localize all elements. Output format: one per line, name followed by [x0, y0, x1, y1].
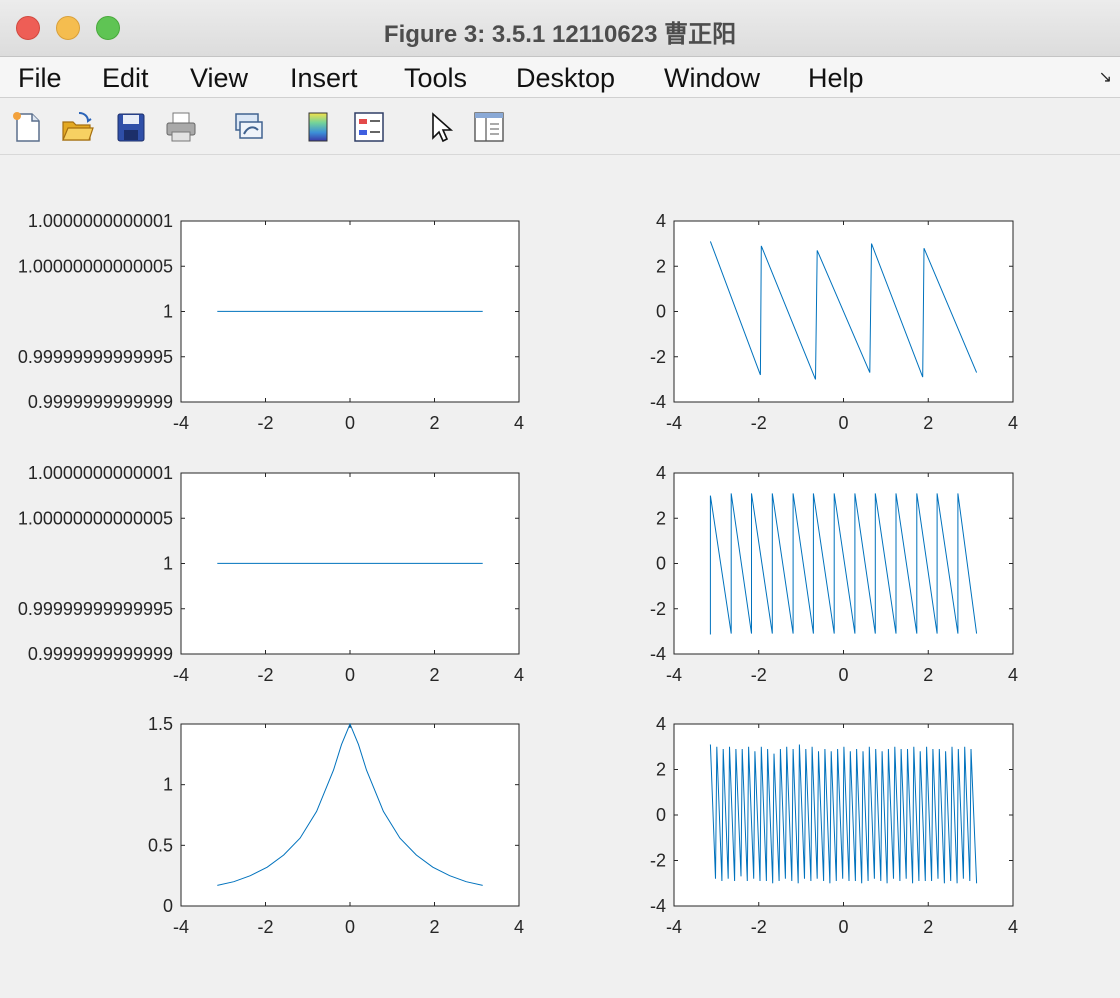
- x-tick-label: 2: [429, 413, 439, 433]
- dock-arrow-icon[interactable]: ↘: [1098, 69, 1112, 86]
- toolbar: [0, 98, 1120, 155]
- x-tick-label: -4: [173, 413, 189, 433]
- y-tick-label: -2: [650, 851, 666, 871]
- y-tick-label: 0.5: [148, 835, 173, 855]
- y-tick-label: 2: [656, 760, 666, 780]
- menu-insert[interactable]: Insert: [290, 63, 358, 93]
- minimize-window-button[interactable]: [56, 16, 80, 40]
- subplot-row2-right[interactable]: -4 -2 0 2 4 -4 -2 0 2 4: [650, 463, 1018, 685]
- menu-tools[interactable]: Tools: [404, 63, 468, 93]
- y-tick-label: 1: [163, 302, 173, 322]
- x-tick-label: -2: [257, 917, 273, 937]
- y-tick-label: 4: [656, 714, 666, 734]
- x-tick-label: -4: [666, 413, 682, 433]
- x-tick-label: -4: [666, 917, 682, 937]
- x-tick-label: 4: [1008, 413, 1018, 433]
- y-tick-label: 2: [656, 256, 666, 276]
- x-tick-label: 0: [838, 917, 848, 937]
- x-tick-label: 4: [514, 917, 524, 937]
- x-tick-label: -2: [257, 665, 273, 685]
- title-bar[interactable]: Figure 3: 3.5.1 12110623 曹正阳: [0, 0, 1120, 57]
- menu-file[interactable]: File: [18, 63, 62, 93]
- new-figure-icon[interactable]: [10, 110, 44, 144]
- subplot-row2-left[interactable]: -4 -2 0 2 4 0.9999999999999 0.99999999999995 1 1…: [18, 463, 524, 685]
- y-tick-label: 1.00000000000005: [18, 508, 173, 528]
- x-tick-label: 0: [838, 413, 848, 433]
- x-tick-label: -4: [173, 917, 189, 937]
- x-tick-label: 0: [345, 917, 355, 937]
- x-tick-label: 4: [514, 665, 524, 685]
- x-tick-label: 4: [1008, 665, 1018, 685]
- y-tick-label: 1.5: [148, 714, 173, 734]
- window-title: Figure 3: 3.5.1 12110623 曹正阳: [383, 21, 737, 48]
- x-tick-label: 0: [345, 665, 355, 685]
- y-tick-label: 4: [656, 463, 666, 483]
- x-tick-label: 0: [345, 413, 355, 433]
- y-tick-label: 0.99999999999995: [18, 599, 173, 619]
- x-tick-label: 2: [923, 917, 933, 937]
- y-tick-label: -4: [650, 392, 666, 412]
- subplot-row1-right[interactable]: -4 -2 0 2 4 -4 -2 0 2 4: [650, 211, 1018, 433]
- x-tick-label: 2: [923, 665, 933, 685]
- menu-bar: File Edit View Insert Tools Desktop Wind…: [0, 57, 1120, 98]
- subplot-row1-left[interactable]: -4 -2 0 2 4 0.9999999999999 0.99999999999995 1 1…: [18, 211, 524, 433]
- y-tick-label: 0.99999999999995: [18, 347, 173, 367]
- close-window-button[interactable]: [16, 16, 40, 40]
- print-icon[interactable]: [164, 110, 198, 144]
- y-tick-label: -2: [650, 599, 666, 619]
- y-tick-label: 0: [163, 896, 173, 916]
- x-tick-label: 4: [514, 413, 524, 433]
- x-tick-label: -4: [173, 665, 189, 685]
- maximize-window-button[interactable]: [96, 16, 120, 40]
- colorbar-icon[interactable]: [302, 110, 336, 144]
- y-tick-label: 0.9999999999999: [28, 392, 173, 412]
- x-tick-label: -2: [751, 917, 767, 937]
- series-line: [709, 493, 978, 635]
- x-tick-label: -2: [751, 413, 767, 433]
- y-tick-label: 0: [656, 302, 666, 322]
- property-editor-icon[interactable]: [472, 110, 506, 144]
- y-tick-label: 1.0000000000001: [28, 211, 173, 231]
- subplot-row3-left[interactable]: -4 -2 0 2 4 0 0.5 1 1.5: [148, 714, 524, 937]
- x-tick-label: 2: [429, 917, 439, 937]
- open-file-icon[interactable]: [60, 110, 94, 144]
- axes-box: [673, 472, 1014, 655]
- x-tick-label: 4: [1008, 917, 1018, 937]
- link-icon[interactable]: [232, 110, 266, 144]
- save-icon[interactable]: [114, 110, 148, 144]
- y-tick-label: 1: [163, 554, 173, 574]
- menu-help[interactable]: Help: [808, 63, 864, 93]
- pointer-icon[interactable]: [424, 110, 458, 144]
- menu-view[interactable]: View: [190, 63, 249, 93]
- subplot-row3-right[interactable]: -4 -2 0 2 4 -4 -2 0 2 4: [650, 714, 1018, 937]
- series-line: [709, 241, 978, 380]
- y-tick-label: 2: [656, 508, 666, 528]
- x-tick-label: 2: [923, 413, 933, 433]
- menu-edit[interactable]: Edit: [102, 63, 149, 93]
- y-tick-label: -4: [650, 896, 666, 916]
- y-tick-label: 0: [656, 554, 666, 574]
- y-tick-label: -2: [650, 347, 666, 367]
- x-tick-label: -2: [751, 665, 767, 685]
- legend-icon[interactable]: [352, 110, 386, 144]
- y-tick-label: 0.9999999999999: [28, 644, 173, 664]
- y-tick-label: -4: [650, 644, 666, 664]
- menu-desktop[interactable]: Desktop: [516, 63, 616, 93]
- x-tick-label: 0: [838, 665, 848, 685]
- y-tick-label: 1.00000000000005: [18, 256, 173, 276]
- x-tick-label: 2: [429, 665, 439, 685]
- axes-box: [180, 723, 520, 907]
- series-line: [709, 744, 978, 884]
- menu-window[interactable]: Window: [664, 63, 761, 93]
- series-line: [217, 722, 483, 886]
- y-tick-label: 4: [656, 211, 666, 231]
- y-tick-label: 1: [163, 775, 173, 795]
- x-tick-label: -2: [257, 413, 273, 433]
- x-tick-label: -4: [666, 665, 682, 685]
- y-tick-label: 1.0000000000001: [28, 463, 173, 483]
- y-tick-label: 0: [656, 805, 666, 825]
